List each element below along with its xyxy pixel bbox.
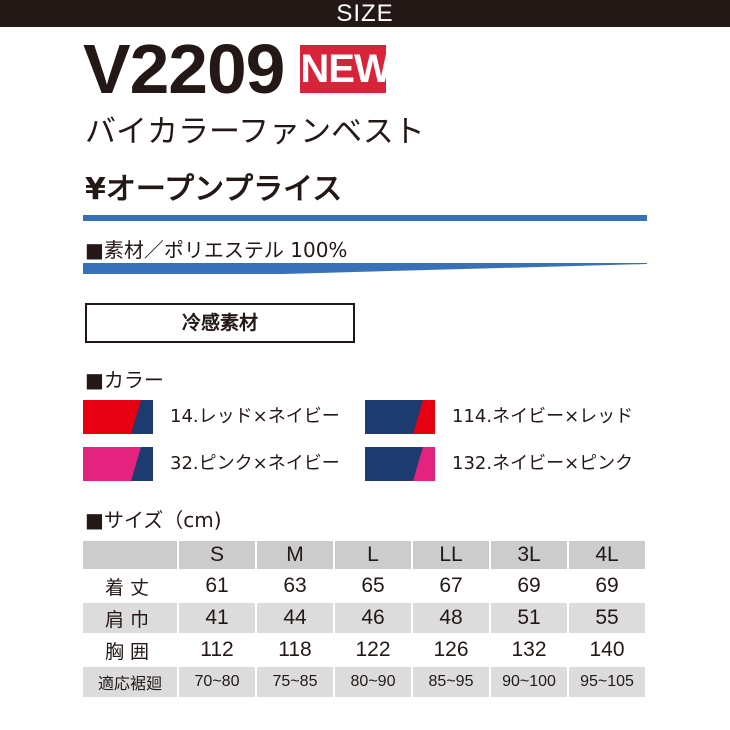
color-swatch-14 [83,400,153,434]
size-header-corner [83,541,179,571]
row-label: 適応裾廻 [83,667,179,699]
size-section-title: ■サイズ（cm) [85,508,222,532]
table-cell: 118 [257,635,335,667]
table-cell: 122 [335,635,413,667]
table-cell: 63 [257,571,335,603]
table-row: 適応裾廻 70~80 75~85 80~90 85~95 90~100 95~1… [83,667,647,699]
new-badge: NEW [300,45,392,93]
table-cell: 85~95 [413,667,491,699]
size-table: S M L LL 3L 4L 着丈 61 63 65 67 69 69 肩巾 4… [83,541,647,699]
product-name: バイカラーファンベスト [85,114,425,150]
table-cell: 61 [179,571,257,603]
size-header-row: S M L LL 3L 4L [83,541,647,571]
table-cell: 140 [569,635,647,667]
row-label: 着丈 [83,571,179,603]
size-col-header: LL [413,541,491,571]
table-row: 肩巾 41 44 46 48 51 55 [83,603,647,635]
color-label-114: 114.ネイビー×レッド [452,406,634,427]
table-cell: 48 [413,603,491,635]
color-swatch-132 [365,447,435,481]
color-section-title: ■カラー [85,368,164,392]
size-col-header: 3L [491,541,569,571]
table-cell: 69 [491,571,569,603]
table-cell: 132 [491,635,569,667]
blue-rule-tapered [83,263,647,274]
size-col-header: 4L [569,541,647,571]
product-price: ¥オープンプライス [85,172,343,207]
table-cell: 67 [413,571,491,603]
table-cell: 75~85 [257,667,335,699]
table-cell: 65 [335,571,413,603]
model-row: V2209 NEW [83,30,392,108]
size-col-header: L [335,541,413,571]
model-number: V2209 [83,30,285,108]
color-swatch-32 [83,447,153,481]
table-cell: 95~105 [569,667,647,699]
header-label: SIZE [336,0,394,27]
row-label: 肩巾 [83,603,179,635]
table-cell: 55 [569,603,647,635]
table-cell: 70~80 [179,667,257,699]
header-band: SIZE [0,0,730,27]
size-col-header: M [257,541,335,571]
table-cell: 126 [413,635,491,667]
table-cell: 41 [179,603,257,635]
table-cell: 80~90 [335,667,413,699]
color-label-14: 14.レッド×ネイビー [170,406,340,427]
table-cell: 51 [491,603,569,635]
size-col-header: S [179,541,257,571]
blue-rule-top [83,215,647,221]
material-line: ■素材／ポリエステル 100% [85,238,348,262]
table-row: 胸囲 112 118 122 126 132 140 [83,635,647,667]
table-cell: 90~100 [491,667,569,699]
row-label: 胸囲 [83,635,179,667]
table-cell: 69 [569,571,647,603]
color-label-132: 132.ネイビー×ピンク [452,453,634,474]
table-cell: 112 [179,635,257,667]
color-swatch-114 [365,400,435,434]
table-cell: 44 [257,603,335,635]
feature-box: 冷感素材 [85,303,355,343]
color-label-32: 32.ピンク×ネイビー [170,453,340,474]
table-cell: 46 [335,603,413,635]
table-row: 着丈 61 63 65 67 69 69 [83,571,647,603]
